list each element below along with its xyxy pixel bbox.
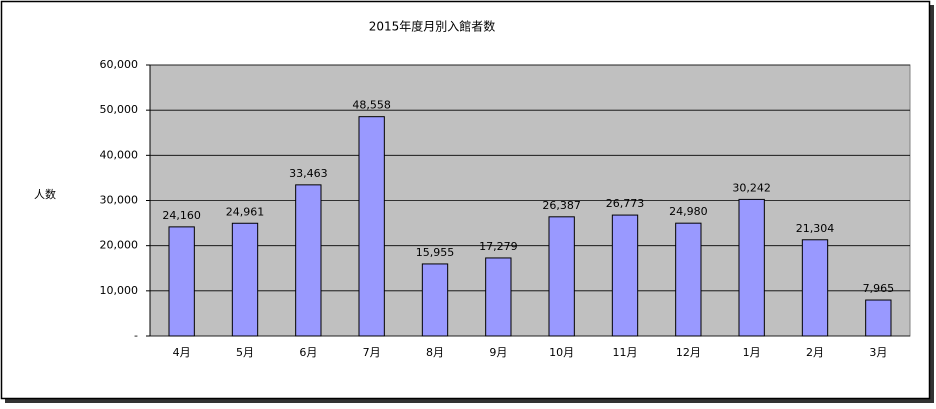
bar	[421, 263, 449, 337]
chart-title: 2015年度月別入館者数	[369, 19, 496, 34]
value-label: 7,965	[863, 282, 895, 295]
y-tick-label: -	[134, 329, 138, 342]
value-label: 26,387	[542, 199, 581, 212]
bar	[231, 222, 259, 337]
y-tick-label: 60,000	[100, 58, 139, 71]
x-tick-label: 10月	[549, 346, 574, 359]
x-tick-label: 1月	[743, 346, 761, 359]
bar	[548, 216, 575, 337]
value-label: 30,242	[732, 181, 771, 194]
value-label: 24,980	[669, 205, 708, 218]
y-tick-label: 10,000	[100, 284, 139, 297]
value-label: 15,955	[416, 246, 455, 259]
value-label: 26,773	[606, 197, 645, 210]
value-label: 24,160	[162, 209, 201, 222]
y-tick-label: 20,000	[100, 239, 139, 252]
x-tick-label: 7月	[363, 346, 381, 359]
x-tick-label: 9月	[489, 346, 507, 359]
x-tick-label: 4月	[173, 346, 191, 359]
x-tick-label: 3月	[869, 346, 887, 359]
bar	[738, 198, 765, 337]
y-tick-label: 50,000	[100, 103, 139, 116]
x-tick-label: 8月	[426, 346, 444, 359]
value-label: 48,558	[352, 99, 391, 112]
bar	[675, 222, 702, 337]
bar	[801, 239, 829, 337]
y-tick-label: 30,000	[100, 194, 139, 207]
bar	[295, 184, 322, 337]
y-tick-label: 40,000	[100, 148, 139, 161]
value-label: 17,279	[479, 240, 518, 253]
value-label: 33,463	[289, 167, 328, 180]
x-tick-label: 12月	[676, 346, 701, 359]
value-label: 21,304	[796, 222, 835, 235]
x-tick-label: 11月	[613, 346, 638, 359]
value-label: 24,961	[226, 205, 265, 218]
bar	[358, 116, 385, 337]
bar	[865, 299, 892, 337]
bar	[611, 214, 639, 337]
x-tick-label: 6月	[299, 346, 317, 359]
bar	[485, 257, 512, 337]
x-tick-label: 2月	[806, 346, 824, 359]
x-tick-label: 5月	[236, 346, 254, 359]
bar	[168, 226, 195, 337]
y-axis-label: 人数	[34, 188, 56, 201]
